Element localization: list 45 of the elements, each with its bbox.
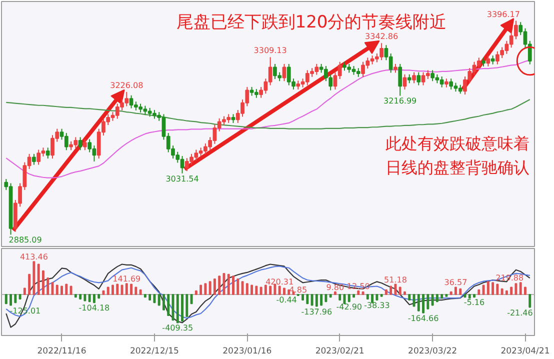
annotation: 4.85 [289, 285, 308, 294]
text: 3031.54 [166, 174, 199, 184]
annotation: 日线的盘整背驰确认 [386, 158, 530, 177]
x-tick-label: 2023/03/22 [408, 346, 458, 356]
annotation: -409.35 [162, 324, 194, 333]
candlestick [398, 63, 402, 96]
text: 2885.09 [8, 236, 42, 245]
candlestick [36, 149, 41, 166]
annotation: -137.96 [301, 307, 332, 316]
x-tick-label: 2023/02/21 [315, 346, 364, 356]
candlestick [402, 74, 407, 90]
candlestick [486, 55, 490, 67]
text: 3309.13 [254, 46, 287, 56]
annotation: -164.66 [408, 314, 439, 323]
x-tick-label: 2023/01/16 [222, 346, 272, 356]
candlestick [476, 57, 481, 70]
annotation: -5.16 [464, 298, 485, 308]
annotation: -104.18 [78, 304, 110, 313]
annotation: -38.33 [364, 301, 390, 310]
annotation: -42.90 [336, 302, 362, 312]
candlestick [78, 136, 82, 151]
annotation: 36.57 [444, 278, 468, 288]
x-tick-label: 2022/11/16 [37, 346, 86, 356]
text: 3342.86 [365, 32, 398, 42]
text: 3226.08 [110, 80, 144, 90]
text: 413.46 [20, 252, 48, 262]
annotation: -0.44 [276, 295, 297, 304]
annotation: 51.18 [384, 275, 407, 284]
text: 3216.99 [384, 96, 417, 106]
x-tick-label: 2022/12/15 [130, 346, 179, 356]
annotation: 9.80 [326, 282, 344, 292]
candlestick [32, 153, 36, 166]
annotation: -21.46 [507, 308, 533, 318]
text: 3396.17 [486, 10, 520, 19]
candlestick [46, 147, 50, 160]
annotation: 420.31 [266, 277, 294, 286]
candlestick [416, 72, 421, 86]
candlestick [64, 132, 68, 151]
annotation: 此处有效跌破意味着 [386, 134, 530, 153]
annotation: 尾盘已经下跌到120分的节奏线附近 [176, 12, 447, 32]
x-tick-label: 2023/04/21 [500, 346, 550, 356]
candlestick [82, 138, 87, 151]
candlestick [412, 72, 416, 84]
candlestick [449, 78, 454, 90]
annotation: 141.69 [112, 274, 141, 284]
